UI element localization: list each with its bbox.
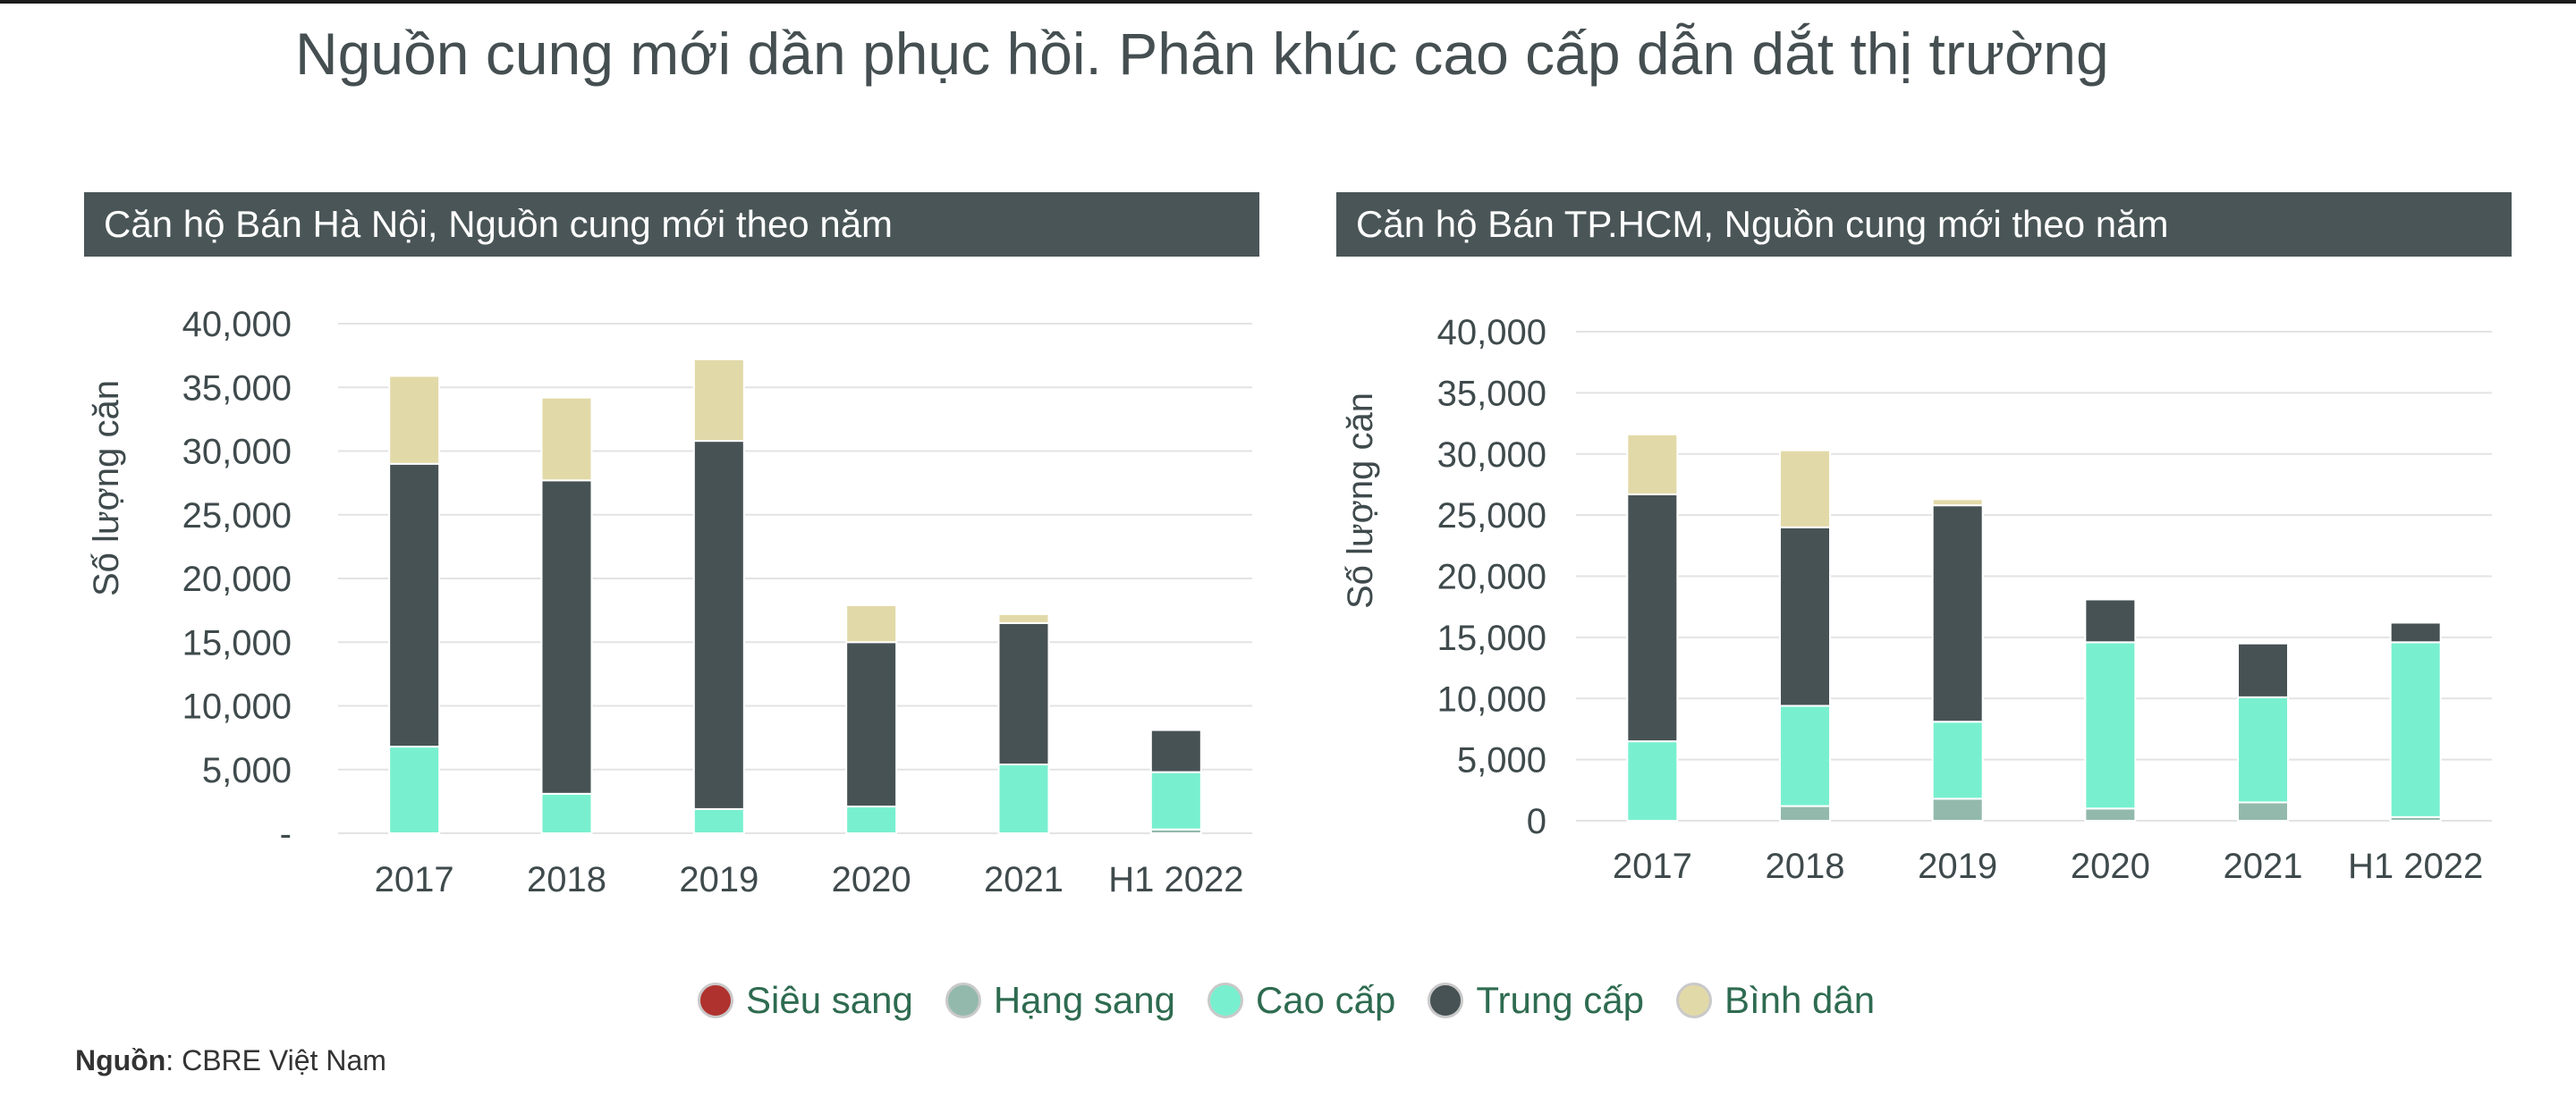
bar-segment bbox=[2084, 641, 2137, 810]
bar-segment bbox=[2237, 642, 2289, 698]
bar-segment bbox=[2389, 621, 2442, 644]
x-tick-label: 2017 bbox=[1613, 847, 1692, 886]
y-tick-label: 30,000 bbox=[1437, 435, 1546, 475]
legend-dot-icon bbox=[945, 983, 981, 1018]
legend-dot-icon bbox=[1675, 983, 1712, 1018]
x-tick-label: H1 2022 bbox=[2348, 847, 2483, 886]
bar-segment bbox=[845, 603, 898, 644]
bar-segment bbox=[2084, 807, 2137, 823]
bar-segment bbox=[692, 358, 745, 443]
chart-title-hcm: Căn hộ Bán TP.HCM, Nguồn cung mới theo n… bbox=[1336, 192, 2512, 257]
bar-segment bbox=[540, 479, 593, 795]
bar-segment bbox=[1779, 449, 1831, 528]
bar-segment bbox=[1149, 729, 1202, 773]
bar-segment bbox=[1931, 798, 1984, 823]
y-tick-label: 25,000 bbox=[182, 496, 292, 536]
legend-dot-icon bbox=[1428, 983, 1464, 1018]
bar-segment bbox=[540, 792, 593, 835]
bar-segment bbox=[388, 746, 441, 834]
bar-segment bbox=[1779, 526, 1831, 707]
chart-hcm: 0 5,000 10,000 15,000 20,000 25,000 30,000 35,0… bbox=[1341, 313, 2492, 886]
y-axis-label: Số lượng căn bbox=[87, 380, 126, 596]
legend-item-cao-cap: Cao cấp bbox=[1207, 979, 1396, 1022]
bar-segment bbox=[2084, 598, 2137, 644]
bar-segment bbox=[1626, 740, 1679, 822]
x-tick-label: 2019 bbox=[1918, 847, 1997, 886]
bar-segment bbox=[1779, 705, 1831, 807]
y-tick-label: 35,000 bbox=[182, 368, 292, 408]
bar-segment bbox=[997, 764, 1050, 834]
legend-dot-icon bbox=[698, 983, 733, 1018]
bar-segment bbox=[388, 462, 441, 748]
y-tick-label: 15,000 bbox=[182, 623, 292, 662]
source-text: : CBRE Việt Nam bbox=[165, 1044, 386, 1076]
bar-segment bbox=[2237, 696, 2289, 804]
y-tick-label: 0 bbox=[1527, 802, 1546, 841]
bar-segment bbox=[997, 621, 1050, 766]
x-tick-label: 2021 bbox=[2224, 847, 2303, 886]
chart-hanoi: - 5,000 10,000 15,000 20,000 25,000 30,000 35,0… bbox=[87, 305, 1252, 899]
source-note: Nguồn: CBRE Việt Nam bbox=[75, 1044, 386, 1077]
chart-legend: Siêu sang Hạng sang Cao cấp Trung cấp Bì… bbox=[698, 979, 1875, 1022]
x-tick-label: 2020 bbox=[832, 860, 911, 899]
legend-label: Trung cấp bbox=[1476, 979, 1644, 1021]
bar-segment bbox=[1931, 504, 1984, 723]
bar-segment bbox=[1626, 433, 1679, 495]
legend-item-trung-cap: Trung cấp bbox=[1428, 979, 1644, 1022]
x-tick-label: 2017 bbox=[375, 860, 454, 899]
bar-segment bbox=[1149, 771, 1202, 831]
x-tick-label: 2018 bbox=[527, 860, 606, 899]
x-tick-label: 2021 bbox=[984, 860, 1063, 899]
bar-segment bbox=[1779, 805, 1831, 823]
y-tick-label: 5,000 bbox=[1457, 741, 1546, 781]
bar-segment bbox=[997, 612, 1050, 624]
legend-item-hang-sang: Hạng sang bbox=[945, 979, 1175, 1022]
y-axis-label: Số lượng căn bbox=[1341, 392, 1380, 609]
y-tick-label: 20,000 bbox=[182, 560, 292, 599]
bar-segment bbox=[1931, 721, 1984, 800]
legend-label: Hạng sang bbox=[993, 979, 1175, 1021]
y-tick-label: 5,000 bbox=[202, 751, 292, 790]
legend-item-sieu-sang: Siêu sang bbox=[698, 979, 913, 1022]
y-tick-label: - bbox=[280, 814, 292, 854]
y-tick-label: 30,000 bbox=[182, 433, 292, 472]
x-tick-label: H1 2022 bbox=[1108, 860, 1243, 899]
bar-segment bbox=[2389, 641, 2442, 818]
legend-item-binh-dan: Bình dân bbox=[1675, 979, 1876, 1022]
legend-dot-icon bbox=[1207, 983, 1243, 1018]
bar-segment bbox=[1626, 493, 1679, 743]
bar-segment bbox=[540, 396, 593, 482]
bar-segment bbox=[845, 641, 898, 808]
y-tick-label: 35,000 bbox=[1437, 374, 1546, 413]
y-tick-label: 40,000 bbox=[1437, 313, 1546, 352]
bar-segment bbox=[692, 807, 745, 834]
bar-segment bbox=[692, 440, 745, 810]
legend-label: Bình dân bbox=[1724, 979, 1876, 1021]
bar-segment bbox=[845, 806, 898, 835]
bar-segment bbox=[1931, 498, 1984, 507]
x-tick-label: 2018 bbox=[1766, 847, 1845, 886]
legend-label: Cao cấp bbox=[1255, 979, 1396, 1021]
y-tick-label: 40,000 bbox=[182, 305, 292, 344]
bar-segment bbox=[388, 375, 441, 465]
y-tick-label: 15,000 bbox=[1437, 619, 1546, 658]
source-label: Nguồn bbox=[75, 1044, 166, 1076]
x-tick-label: 2019 bbox=[679, 860, 758, 899]
legend-label: Siêu sang bbox=[746, 979, 913, 1021]
bar-segment bbox=[2237, 801, 2289, 822]
y-tick-label: 10,000 bbox=[1437, 679, 1546, 719]
x-tick-label: 2020 bbox=[2071, 847, 2150, 886]
slide-title: Nguồn cung mới dần phục hồi. Phân khúc c… bbox=[295, 21, 2109, 87]
y-tick-label: 20,000 bbox=[1437, 558, 1546, 597]
y-tick-label: 25,000 bbox=[1437, 496, 1546, 536]
window-top-border bbox=[0, 0, 2576, 4]
y-tick-label: 10,000 bbox=[182, 688, 292, 727]
chart-title-hanoi: Căn hộ Bán Hà Nội, Nguồn cung mới theo n… bbox=[84, 192, 1259, 257]
